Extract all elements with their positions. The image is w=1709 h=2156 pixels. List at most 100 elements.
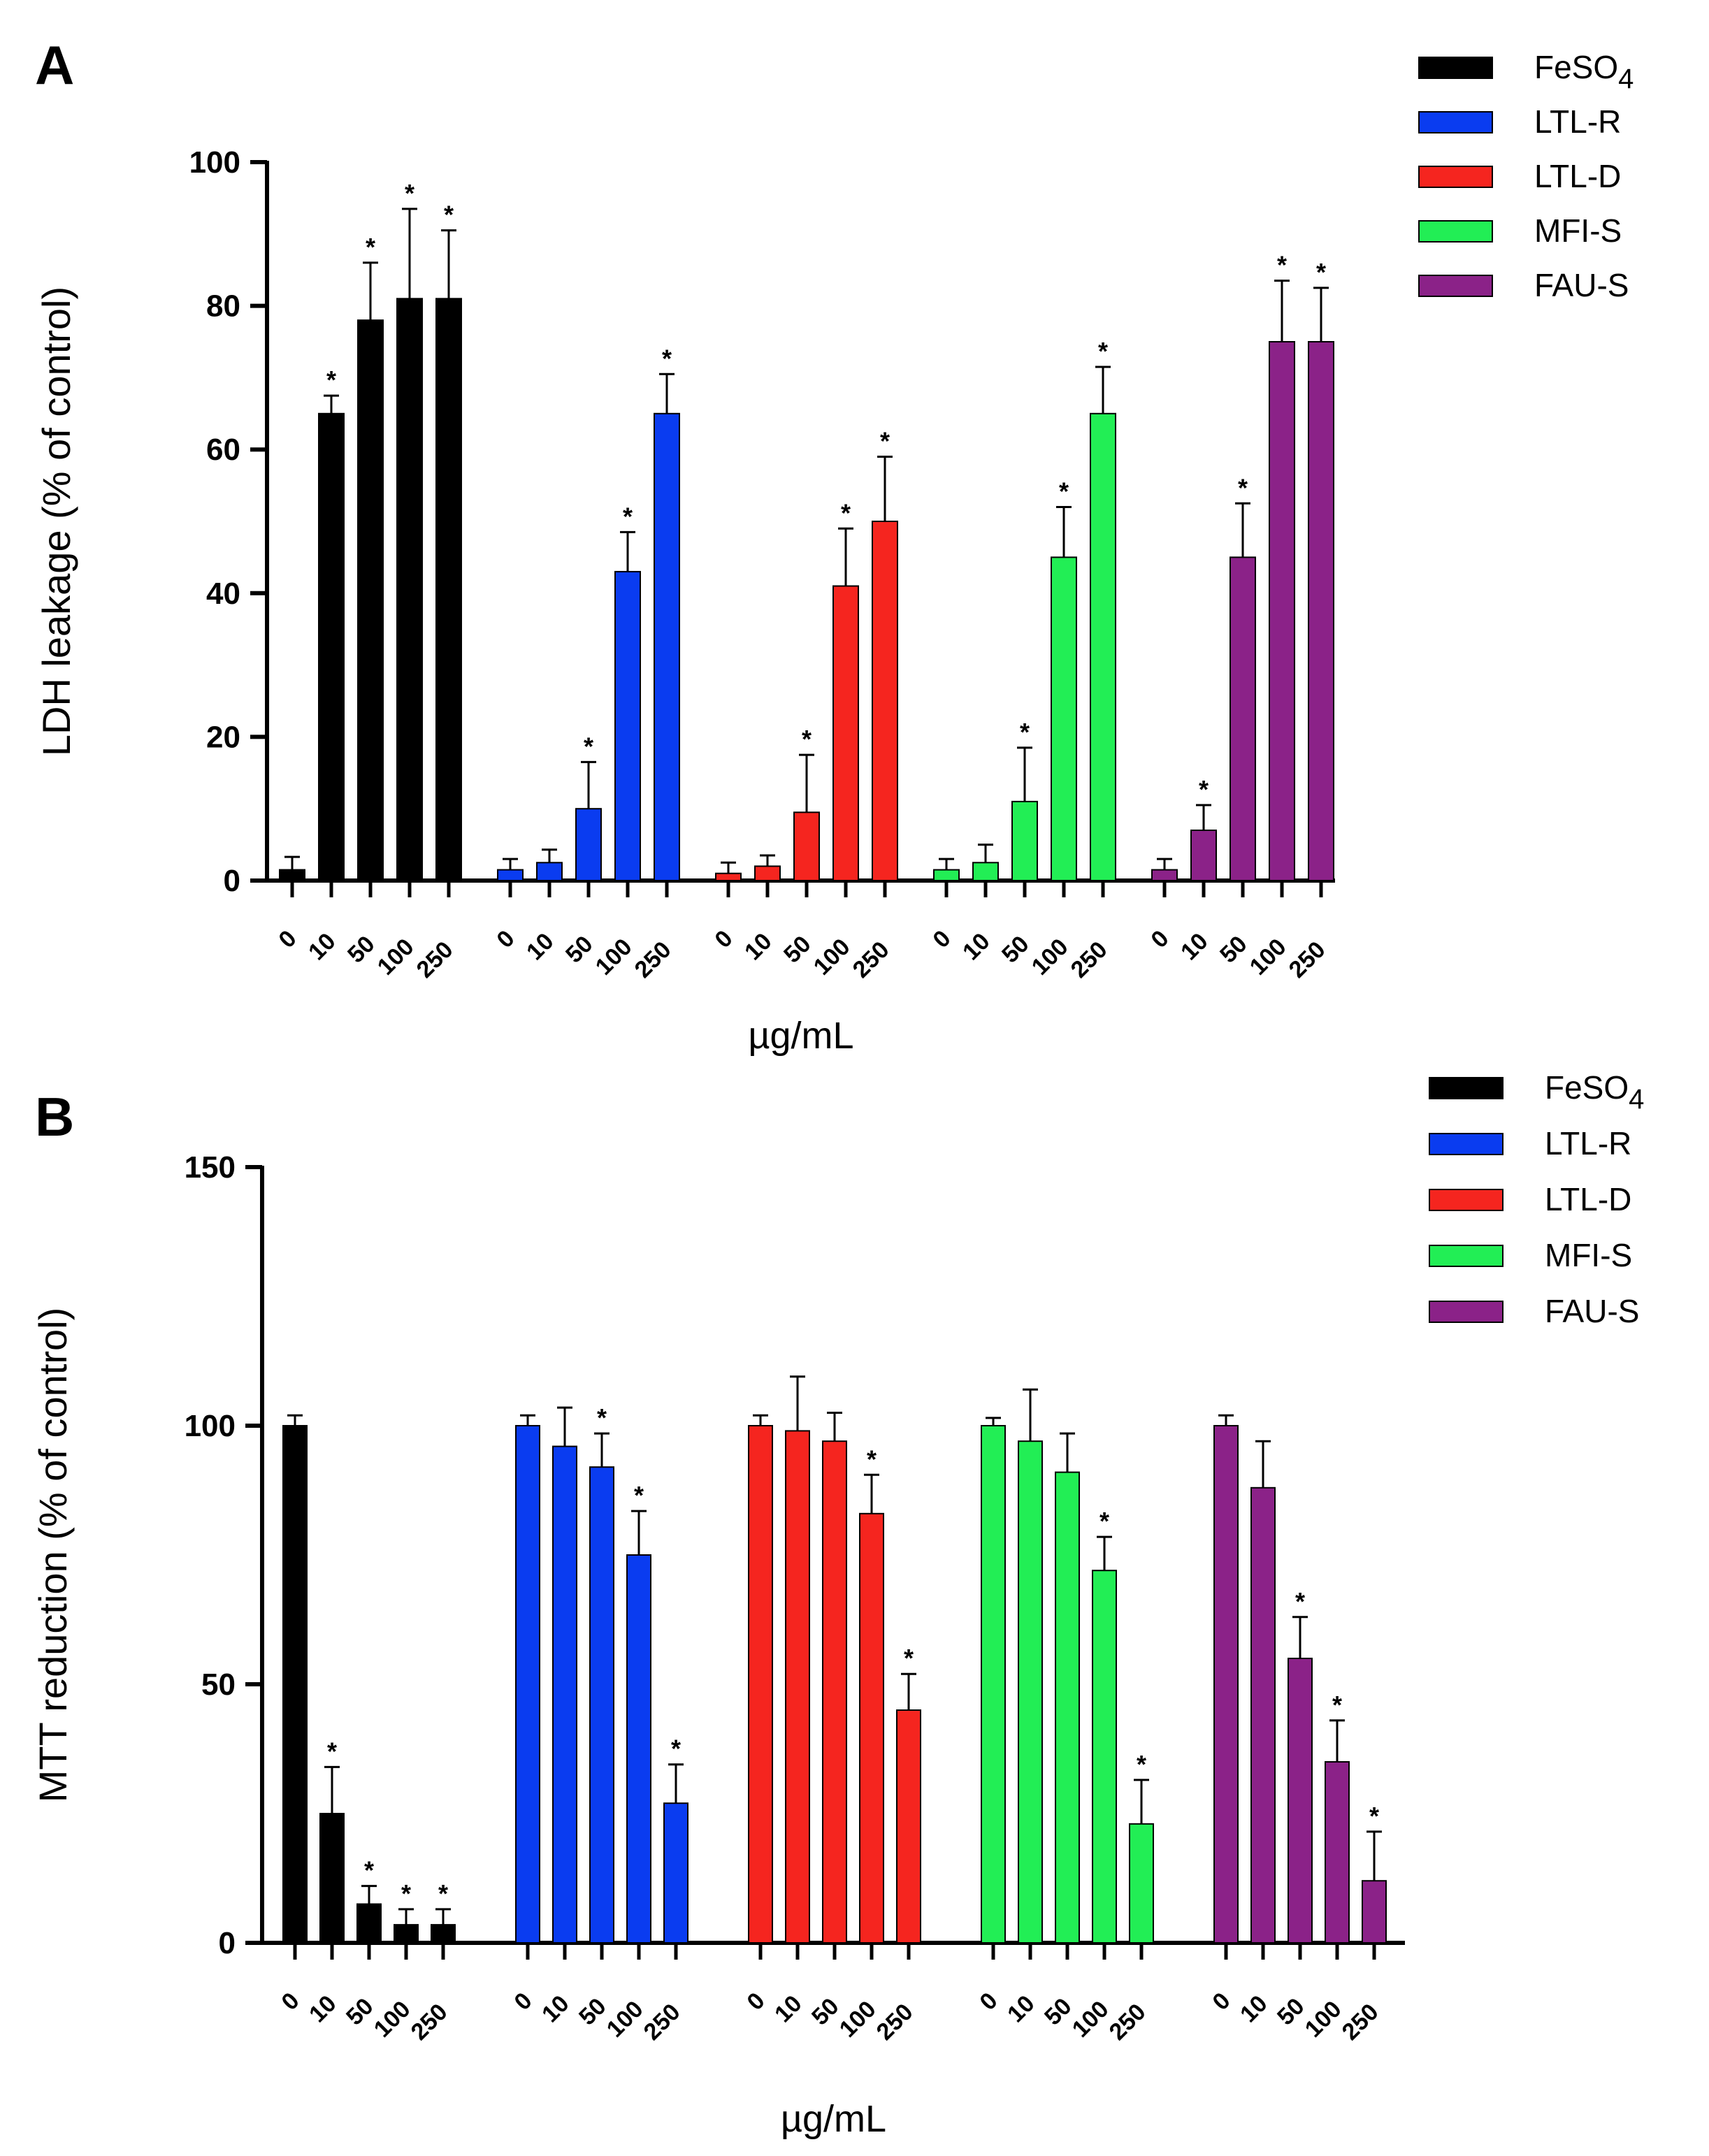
significance-marker: * bbox=[364, 1856, 374, 1885]
bar bbox=[1018, 1440, 1043, 1944]
bar bbox=[435, 298, 462, 881]
legend-label: LTL-R bbox=[1534, 103, 1621, 140]
bar bbox=[754, 865, 781, 881]
significance-marker: * bbox=[401, 1879, 411, 1908]
x-tick-label: 0 bbox=[1146, 925, 1174, 953]
y-tick-label: 50 bbox=[201, 1667, 236, 1702]
y-tick-label: 100 bbox=[185, 1409, 236, 1443]
legend-swatch bbox=[1418, 275, 1493, 297]
x-tick-label: 10 bbox=[304, 1990, 342, 2028]
significance-marker: * bbox=[584, 732, 593, 760]
significance-marker: * bbox=[405, 179, 414, 208]
bar bbox=[552, 1445, 577, 1944]
bar bbox=[654, 412, 680, 881]
y-tick-label: 20 bbox=[206, 720, 240, 754]
x-tick-label: 250 bbox=[1284, 936, 1331, 983]
significance-marker: * bbox=[1295, 1587, 1305, 1616]
legend-label: LTL-D bbox=[1545, 1181, 1631, 1217]
bar bbox=[822, 1440, 847, 1944]
bar bbox=[1288, 1658, 1313, 1944]
x-tick-label: 0 bbox=[709, 925, 737, 953]
x-tick-label: 0 bbox=[974, 1988, 1002, 2016]
legend-swatch bbox=[1418, 57, 1493, 79]
significance-marker: * bbox=[1059, 477, 1069, 505]
bar bbox=[1051, 556, 1077, 882]
legend-swatch bbox=[1429, 1245, 1504, 1267]
bar bbox=[394, 1924, 419, 1944]
y-tick-label: 80 bbox=[206, 289, 240, 324]
x-tick-label: 10 bbox=[958, 928, 995, 966]
legend-swatch bbox=[1429, 1133, 1504, 1155]
significance-marker: * bbox=[326, 366, 336, 394]
bar bbox=[279, 869, 305, 881]
y-axis-label: MTT reduction (% of control) bbox=[31, 1308, 75, 1803]
bar bbox=[896, 1709, 921, 1944]
legend-swatch bbox=[1429, 1077, 1504, 1099]
x-tick-label: 10 bbox=[1235, 1990, 1273, 2028]
bar bbox=[793, 811, 820, 881]
x-axis-label: µg/mL bbox=[748, 1015, 853, 1057]
bar bbox=[319, 1813, 345, 1944]
significance-marker: * bbox=[438, 1879, 448, 1908]
significance-marker: * bbox=[1238, 473, 1248, 502]
x-tick-label: 100 bbox=[373, 934, 419, 981]
x-tick-label: 100 bbox=[1245, 934, 1292, 981]
y-tick-label: 0 bbox=[219, 1926, 236, 1960]
x-tick-label: 250 bbox=[639, 1999, 686, 2046]
bar bbox=[497, 869, 524, 881]
legend-label: LTL-D bbox=[1534, 158, 1621, 194]
significance-marker: * bbox=[366, 233, 375, 261]
bar bbox=[872, 521, 898, 881]
significance-marker: * bbox=[1099, 1507, 1109, 1535]
significance-marker: * bbox=[327, 1737, 337, 1765]
bar bbox=[614, 570, 641, 882]
x-tick-label: 100 bbox=[602, 1996, 649, 2043]
bar bbox=[785, 1430, 810, 1944]
legend-label: FAU-S bbox=[1545, 1293, 1639, 1329]
bar bbox=[282, 1425, 308, 1944]
x-tick-label: 250 bbox=[1337, 1999, 1384, 2046]
x-tick-label: 100 bbox=[591, 934, 637, 981]
significance-marker: * bbox=[1137, 1750, 1146, 1779]
bar bbox=[589, 1466, 614, 1944]
significance-marker: * bbox=[597, 1403, 607, 1432]
x-tick-label: 10 bbox=[1002, 1990, 1040, 2028]
significance-marker: * bbox=[623, 502, 633, 530]
bar bbox=[1269, 341, 1295, 881]
legend-label-subscript: 4 bbox=[1618, 64, 1634, 94]
x-tick-label: 10 bbox=[770, 1990, 807, 2028]
y-tick-label: 40 bbox=[206, 577, 240, 611]
bar bbox=[1092, 1570, 1117, 1944]
bar bbox=[1325, 1761, 1350, 1944]
x-tick-label: 100 bbox=[1067, 1996, 1114, 2043]
x-tick-label: 10 bbox=[521, 928, 559, 966]
legend-label: MFI-S bbox=[1545, 1237, 1632, 1273]
legend-label: MFI-S bbox=[1534, 212, 1622, 249]
x-tick-label: 10 bbox=[303, 928, 341, 966]
x-tick-label: 0 bbox=[928, 925, 956, 953]
significance-marker: * bbox=[1020, 718, 1030, 746]
bar bbox=[663, 1802, 688, 1944]
significance-marker: * bbox=[880, 426, 890, 455]
bar bbox=[1250, 1486, 1276, 1944]
significance-marker: * bbox=[1369, 1802, 1379, 1830]
bar bbox=[396, 298, 423, 881]
x-tick-label: 10 bbox=[1176, 928, 1213, 966]
y-tick-label: 150 bbox=[185, 1150, 236, 1185]
x-tick-label: 250 bbox=[1104, 1999, 1151, 2046]
panel-letter: A bbox=[35, 34, 74, 96]
bar bbox=[626, 1554, 651, 1944]
legend-swatch bbox=[1418, 111, 1493, 133]
x-tick-label: 0 bbox=[509, 1988, 537, 2016]
x-tick-label: 100 bbox=[1300, 1996, 1347, 2043]
y-tick-label: 100 bbox=[189, 145, 240, 180]
significance-marker: * bbox=[671, 1735, 681, 1763]
bar bbox=[748, 1425, 773, 1944]
x-tick-label: 10 bbox=[740, 928, 777, 966]
x-tick-label: 0 bbox=[276, 1988, 304, 2016]
bar bbox=[356, 1903, 382, 1944]
legend-label-subscript: 4 bbox=[1629, 1084, 1644, 1115]
